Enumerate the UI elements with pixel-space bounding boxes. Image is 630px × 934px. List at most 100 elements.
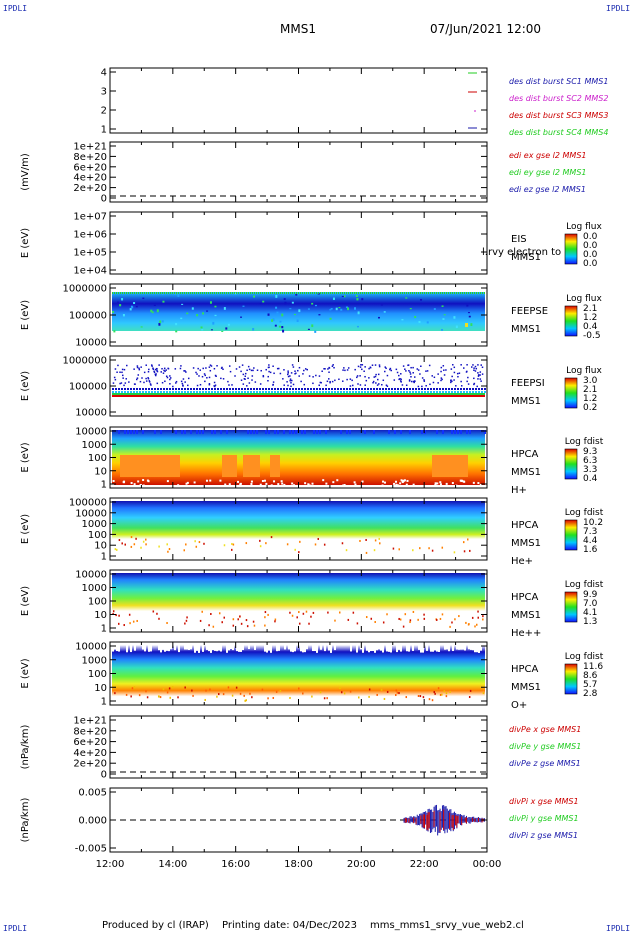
spectrum-dot xyxy=(205,367,207,369)
spectrum-line xyxy=(194,292,195,294)
spectrum-dot xyxy=(307,388,309,390)
spectrum-dot xyxy=(442,365,445,367)
spectrum-cell xyxy=(409,308,412,310)
spectrum-line xyxy=(190,292,191,294)
spectrum-gap xyxy=(142,484,145,487)
spectrum-dot xyxy=(313,391,315,393)
spectrum-gap xyxy=(290,645,292,652)
spectrum-dot xyxy=(283,391,285,393)
y-tick-label: 2e+20 xyxy=(73,183,107,194)
spectrum-dot xyxy=(321,370,323,372)
spectrum-dot xyxy=(216,695,218,698)
spectrum-line xyxy=(178,292,179,294)
spectrum-dot xyxy=(214,385,216,388)
spectrum-cell xyxy=(177,293,180,297)
spectrum-dot xyxy=(289,388,291,390)
spectrum-dot xyxy=(434,692,436,695)
spectrum-dot xyxy=(402,365,405,367)
spectrum-line xyxy=(326,292,327,294)
spectrum-dot xyxy=(298,551,300,554)
spectrum-dot xyxy=(175,388,177,390)
spectrum-dot xyxy=(412,549,414,552)
spectrum-line xyxy=(428,292,429,294)
spectrum-cell xyxy=(129,308,132,311)
spectrum-dot xyxy=(382,621,385,624)
spectrum-dot xyxy=(209,688,211,691)
spectrum-dot xyxy=(356,375,359,377)
spectrum-dot xyxy=(254,381,257,383)
spectrum-dot xyxy=(156,612,158,615)
spectrum-dot xyxy=(217,391,219,393)
spectrum-dot xyxy=(440,379,442,382)
spectrum-dot xyxy=(262,375,265,378)
spectrum-dot xyxy=(450,379,452,381)
spectrum-cell xyxy=(221,330,224,332)
spectrum-dot xyxy=(283,369,285,371)
spectrum-line xyxy=(440,292,441,294)
spectrum-gap xyxy=(408,645,410,652)
spectrum-dot xyxy=(374,621,376,624)
spectrum-cell xyxy=(225,327,228,330)
spectrum-dot xyxy=(163,367,166,370)
spectrum-dot xyxy=(124,391,126,393)
spectrum-dot xyxy=(437,687,440,690)
spectrum-line xyxy=(112,292,113,294)
y-tick-label: 100 xyxy=(88,597,107,608)
spectrum-dot xyxy=(418,388,420,390)
spectrum-line xyxy=(154,292,155,294)
spectrum-gap xyxy=(398,645,400,650)
spectrum-line xyxy=(476,292,477,294)
spectrum-dot xyxy=(398,378,400,381)
colorbar-tick-label: 1.3 xyxy=(583,617,597,627)
spectrum-line xyxy=(356,292,357,294)
spectrum-dot xyxy=(119,371,121,373)
spectrum-line xyxy=(308,292,309,294)
y-tick-label: 1000 xyxy=(82,655,107,666)
spectrum-dot xyxy=(234,375,236,377)
spectrum-line xyxy=(212,292,213,294)
spectrum-dot xyxy=(220,430,222,434)
spectrum-dot xyxy=(244,388,246,390)
x-tick-label: 20:00 xyxy=(347,859,376,870)
spectrum-background xyxy=(112,645,485,702)
spectrum-dot xyxy=(465,371,468,373)
spectrum-dot xyxy=(364,391,366,393)
spectrum-dot xyxy=(382,388,384,390)
spectrum-dot xyxy=(298,388,300,390)
spectrum-dot xyxy=(437,382,439,384)
spectrum-dot xyxy=(171,686,174,689)
spectrum-dot xyxy=(322,391,324,393)
spectrum-dot xyxy=(482,615,484,618)
datetime-title: 07/Jun/2021 12:00 xyxy=(430,22,542,36)
spectrum-line xyxy=(158,292,159,294)
spectrum-gap xyxy=(208,645,210,652)
legend-entry: divPe z gse MMS1 xyxy=(509,759,581,768)
spectrum-gap xyxy=(239,483,242,486)
spectrum-gap xyxy=(366,645,368,651)
spectrum-line xyxy=(422,292,423,294)
spectrum-dot xyxy=(121,388,123,390)
spectrum-gap xyxy=(406,645,408,652)
spectrum-dot xyxy=(148,391,150,393)
spectrum-dot xyxy=(484,430,486,434)
colorbar-tick-label: 2.8 xyxy=(583,689,598,699)
spectrum-dot xyxy=(268,370,270,373)
spectrum-cell xyxy=(282,329,285,333)
spectrum-dot xyxy=(142,430,144,434)
spectrum-dot xyxy=(149,383,152,385)
spectrum-dot xyxy=(187,384,189,387)
spectrum-line xyxy=(168,292,169,294)
spectrum-line xyxy=(438,292,439,294)
spectrum-gap xyxy=(185,482,188,485)
spectrum-line xyxy=(392,292,393,294)
spectrum-dot xyxy=(199,430,201,434)
spectrum-dot xyxy=(393,379,396,381)
spectrum-dot xyxy=(431,375,433,377)
spectrum-line xyxy=(408,292,409,294)
spectrum-dot xyxy=(169,696,172,699)
spectrum-burst xyxy=(120,455,180,477)
spectrum-gap xyxy=(362,645,364,653)
spectrum-dot xyxy=(294,548,296,551)
spectrum-dot xyxy=(406,391,408,393)
spectrum-gap xyxy=(202,645,204,652)
